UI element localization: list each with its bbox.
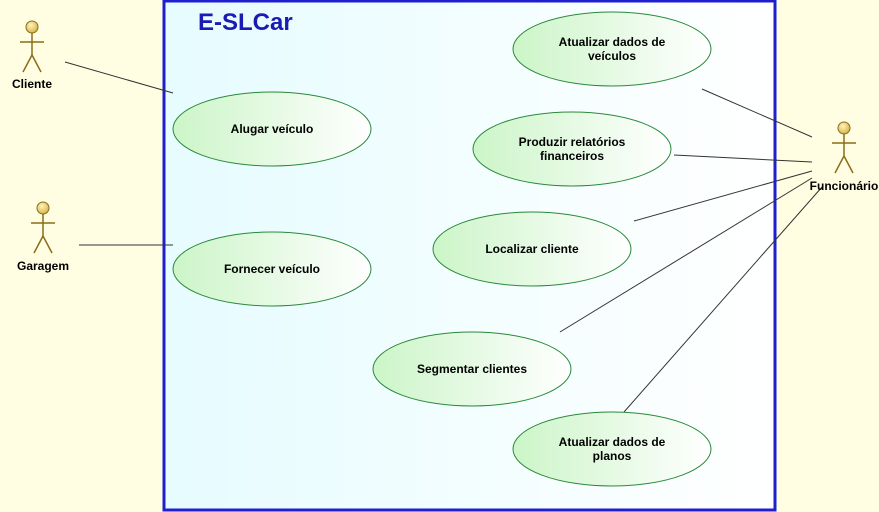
association-funcionario-uc6 (559, 177, 813, 333)
association-funcionario-uc7 (623, 186, 823, 413)
stick-figure-icon (20, 20, 44, 73)
actor-label: Cliente (12, 77, 52, 91)
association-cliente-uc1 (64, 61, 174, 94)
actor-label: Funcionário (810, 179, 879, 193)
actor-cliente[interactable]: Cliente (12, 20, 52, 91)
use-case-ellipse (512, 11, 712, 87)
use-case-uc1[interactable]: Alugar veículo (172, 91, 372, 167)
use-case-uc2[interactable]: Fornecer veículo (172, 231, 372, 307)
stick-figure-icon (832, 121, 856, 174)
use-case-ellipse (512, 411, 712, 487)
use-cases: Alugar veículo Fornecer veículo Atualizar … (172, 11, 712, 487)
use-case-label: Fornecer veículo (224, 262, 320, 276)
use-case-ellipse (472, 111, 672, 187)
use-case-ellipse (432, 211, 632, 287)
use-case-label: Atualizar dados de (559, 35, 666, 49)
use-case-label: Alugar veículo (231, 122, 314, 136)
association-lines (64, 61, 823, 413)
actor-label: Garagem (17, 259, 69, 273)
system-title: E-SLCar (198, 9, 293, 36)
association-funcionario-uc3 (701, 88, 813, 138)
use-case-ellipse (372, 331, 572, 407)
actor-funcionario[interactable]: Funcionário (810, 121, 879, 193)
use-case-label: veículos (588, 49, 636, 63)
use-case-label: Atualizar dados de (559, 435, 666, 449)
use-case-uc5[interactable]: Localizar cliente (432, 211, 632, 287)
association-funcionario-uc5 (633, 170, 813, 222)
use-case-label: financeiros (540, 149, 604, 163)
use-case-label: Localizar cliente (485, 242, 579, 256)
stick-figure-icon (31, 201, 55, 254)
use-case-ellipse (172, 91, 372, 167)
use-case-label: planos (593, 449, 632, 463)
use-case-ellipse (172, 231, 372, 307)
use-case-label: Segmentar clientes (417, 362, 527, 376)
use-case-label: Produzir relatórios (519, 135, 626, 149)
use-case-uc6[interactable]: Segmentar clientes (372, 331, 572, 407)
actor-garagem[interactable]: Garagem (17, 201, 69, 273)
association-funcionario-uc4 (673, 154, 813, 163)
actors: Cliente Garagem Funcionário (12, 20, 879, 273)
